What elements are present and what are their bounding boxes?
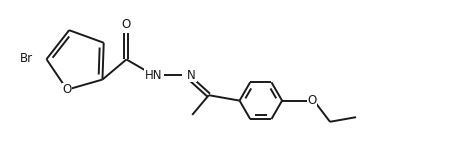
Text: N: N: [187, 69, 196, 82]
Text: O: O: [122, 18, 131, 31]
Text: Br: Br: [20, 52, 33, 65]
Text: HN: HN: [145, 69, 162, 82]
Text: O: O: [308, 94, 317, 107]
Text: O: O: [63, 83, 72, 96]
